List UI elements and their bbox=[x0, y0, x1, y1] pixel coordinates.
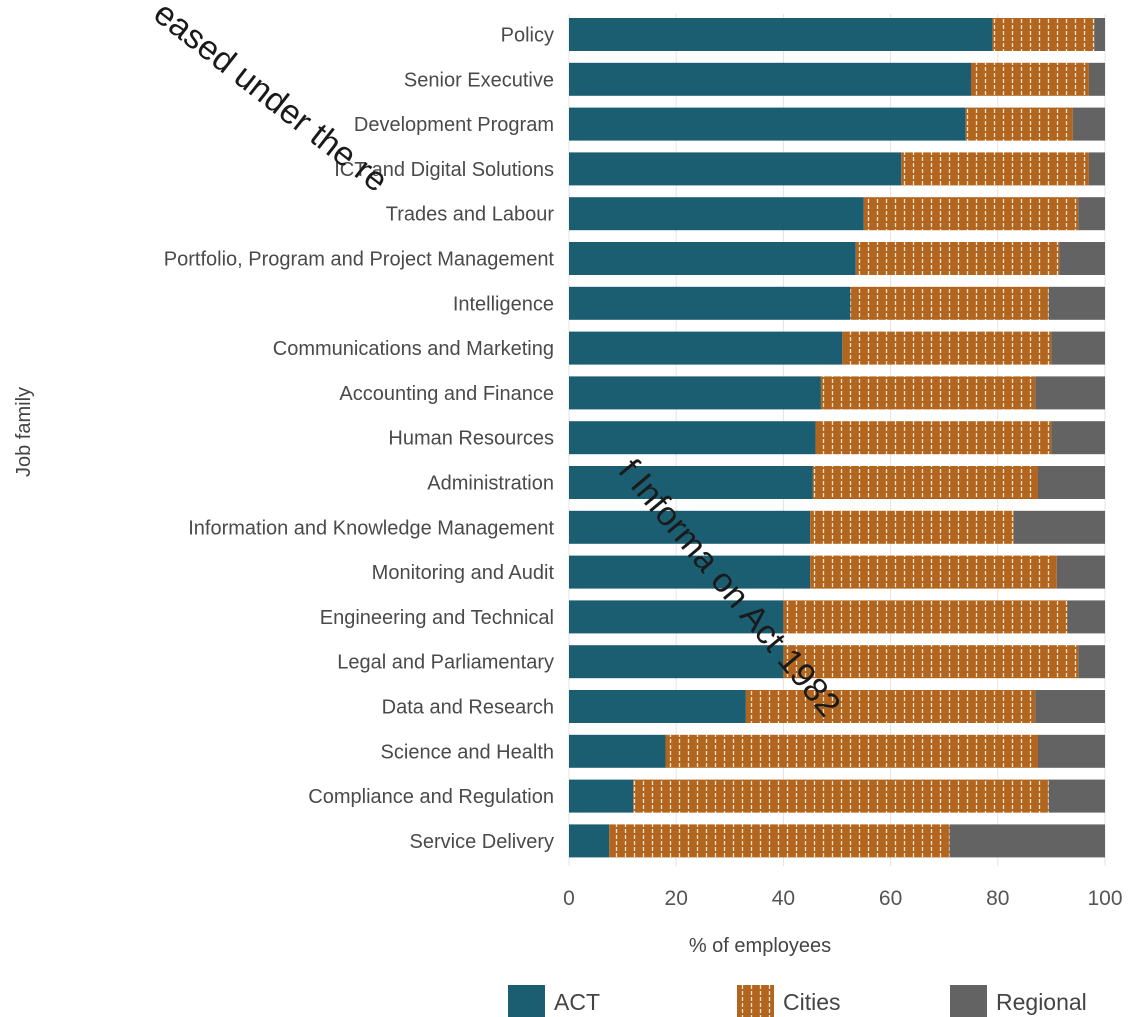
bar-cities bbox=[812, 466, 1038, 499]
bar-cities bbox=[855, 242, 1060, 275]
bar-cities bbox=[815, 421, 1052, 455]
bar-regional bbox=[1035, 690, 1105, 723]
bar-cities bbox=[783, 600, 1068, 634]
bar-act bbox=[569, 690, 746, 723]
y-axis-title: Job family bbox=[13, 387, 35, 477]
category-label: Development Program bbox=[354, 114, 554, 136]
category-label: Monitoring and Audit bbox=[372, 562, 555, 584]
bar-cities bbox=[810, 510, 1014, 544]
bar-act bbox=[569, 510, 811, 544]
bar-regional bbox=[1035, 376, 1105, 410]
bar-act bbox=[569, 555, 811, 589]
x-tick-label: 20 bbox=[665, 887, 688, 910]
x-tick-label: 40 bbox=[772, 887, 795, 910]
bar-cities bbox=[783, 645, 1079, 679]
bar-act bbox=[569, 242, 856, 275]
bar-cities bbox=[820, 376, 1036, 410]
bar-act bbox=[569, 62, 971, 96]
bar-regional bbox=[1088, 62, 1105, 96]
bar-regional bbox=[1048, 779, 1105, 813]
bar-act bbox=[569, 376, 821, 410]
bars bbox=[569, 18, 1105, 858]
legend-swatch-cities bbox=[737, 985, 774, 1017]
category-label: Legal and Parliamentary bbox=[337, 652, 554, 674]
bar-regional bbox=[1067, 600, 1105, 634]
x-tick-label: 60 bbox=[879, 887, 902, 910]
bar-regional bbox=[1013, 510, 1105, 544]
bar-cities bbox=[863, 197, 1079, 231]
legend-label-cities: Cities bbox=[783, 989, 841, 1015]
bar-regional bbox=[1078, 645, 1105, 679]
category-label: Portfolio, Program and Project Managemen… bbox=[164, 249, 555, 271]
bar-regional bbox=[949, 824, 1105, 858]
bar-cities bbox=[745, 690, 1036, 723]
bar-cities bbox=[992, 18, 1095, 51]
bar-regional bbox=[1051, 421, 1105, 455]
x-tick-labels: 0 20 40 60 80 100 bbox=[563, 887, 1122, 910]
bar-act bbox=[569, 331, 843, 365]
bar-regional bbox=[1094, 18, 1105, 51]
category-label: Science and Health bbox=[381, 741, 554, 763]
bar-regional bbox=[1048, 286, 1105, 320]
bar-act bbox=[569, 600, 784, 634]
bar-cities bbox=[810, 555, 1057, 589]
bar-cities bbox=[901, 152, 1089, 186]
bar-act bbox=[569, 645, 784, 679]
bar-regional bbox=[1038, 734, 1105, 768]
bar-act bbox=[569, 152, 902, 186]
category-label: Administration bbox=[427, 473, 554, 495]
bar-cities bbox=[842, 331, 1052, 365]
x-tick-label: 0 bbox=[563, 887, 575, 910]
legend-label-act: ACT bbox=[554, 989, 600, 1015]
bar-regional bbox=[1088, 152, 1105, 186]
legend-swatch-act bbox=[508, 985, 545, 1017]
category-label: Senior Executive bbox=[404, 69, 554, 91]
bar-regional bbox=[1051, 331, 1105, 365]
bar-act bbox=[569, 779, 634, 813]
category-label: Communications and Marketing bbox=[273, 338, 554, 360]
category-label: Service Delivery bbox=[410, 831, 554, 853]
category-label: ICT and Digital Solutions bbox=[334, 159, 554, 181]
bar-cities bbox=[850, 286, 1049, 320]
legend: ACT Cities Regional bbox=[508, 985, 1087, 1017]
bar-act bbox=[569, 18, 993, 51]
bar-cities bbox=[971, 62, 1089, 96]
x-tick-label: 100 bbox=[1087, 887, 1122, 910]
category-label: Accounting and Finance bbox=[339, 383, 554, 405]
bar-cities bbox=[609, 824, 950, 858]
bar-act bbox=[569, 197, 864, 231]
x-axis-title: % of employees bbox=[689, 935, 831, 957]
bar-regional bbox=[1056, 555, 1105, 589]
legend-swatch-regional bbox=[950, 985, 987, 1017]
category-label: Trades and Labour bbox=[386, 204, 555, 226]
bar-act bbox=[569, 421, 816, 455]
bar-regional bbox=[1059, 242, 1105, 275]
category-label: Human Resources bbox=[388, 428, 554, 450]
bar-regional bbox=[1072, 107, 1105, 141]
legend-label-regional: Regional bbox=[996, 989, 1087, 1015]
category-label: Data and Research bbox=[382, 697, 554, 719]
category-labels: Policy Senior Executive Development Progra… bbox=[164, 25, 555, 853]
category-label: Engineering and Technical bbox=[320, 607, 554, 629]
bar-act bbox=[569, 734, 666, 768]
category-label: Information and Knowledge Management bbox=[188, 517, 554, 539]
bar-act bbox=[569, 824, 610, 858]
bar-act bbox=[569, 466, 813, 499]
bar-regional bbox=[1038, 466, 1105, 499]
category-label: Compliance and Regulation bbox=[308, 786, 554, 808]
x-tick-label: 80 bbox=[986, 887, 1009, 910]
bar-cities bbox=[665, 734, 1038, 768]
bar-cities bbox=[965, 107, 1073, 141]
bar-regional bbox=[1078, 197, 1105, 231]
bar-act bbox=[569, 107, 966, 141]
bar-cities bbox=[633, 779, 1049, 813]
bar-act bbox=[569, 286, 851, 320]
category-label: Policy bbox=[501, 25, 554, 47]
category-label: Intelligence bbox=[453, 293, 554, 315]
